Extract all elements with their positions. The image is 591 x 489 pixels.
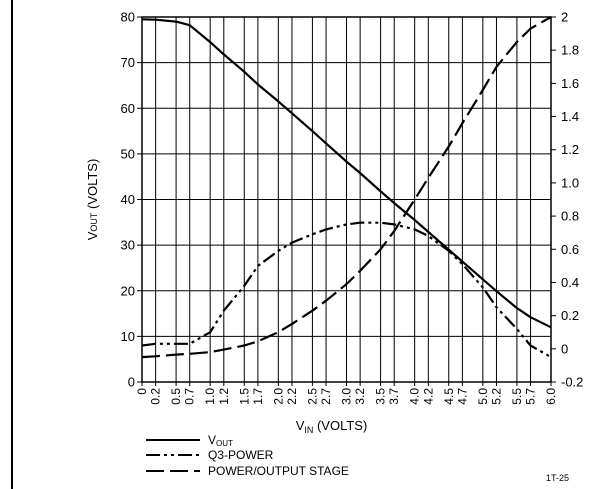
x-tick-label: 3.5 [374,388,388,405]
page-left-border [11,0,13,489]
x-tick-label: 0.7 [183,388,197,405]
x-axis-label-sub: IN [304,425,313,435]
x-tick-label: 2.7 [319,388,333,405]
y-tick-label: 0 [128,375,135,390]
x-axis-label: VIN (VOLTS) [296,418,368,435]
x-tick-label: 5.7 [524,388,538,405]
series-line-power-output-stage [141,16,552,359]
y2-tick-label: 2 [561,10,568,25]
x-tick-label: 3.2 [353,388,367,405]
y-tick-label: 20 [121,283,135,298]
axis-ticks: 0 0.2 0.5 0.7 1.0 1.2 1.5 1.7 2.0 2.2 2.5 2.7 3.0 3.2… [121,10,584,405]
y2-tick-label: 1.2 [561,142,579,157]
x-tick-label: 1.5 [237,388,251,405]
y2-tick-label: 1.6 [561,76,579,91]
series-line-q3-power [141,221,552,359]
x-tick-label: 5.0 [476,388,490,405]
y-tick-label: 40 [121,192,135,207]
x-tick-label: 2.5 [305,388,319,405]
series-lines [141,16,552,359]
x-tick-label: 5.2 [489,388,503,405]
legend-label-vout-main: V [208,433,216,447]
y-tick-label: 10 [121,329,135,344]
x-tick-label: 1.7 [251,388,265,405]
y2-tick-label: 0 [561,341,568,356]
x-tick-label: 1.0 [203,388,217,405]
x-axis-label-unit: (VOLTS) [313,418,367,433]
y-tick-label: 60 [121,101,135,116]
legend: VOUT Q3-POWER POWER/OUTPUT STAGE [146,433,349,478]
y-axis-label: VOUT (VOLTS) [85,159,100,241]
y-axis-label-main: V [85,231,100,240]
x-tick-label: 4.0 [408,388,422,405]
x-tick-label: 1.2 [217,388,231,405]
y2-tick-label: 0.6 [561,242,579,257]
series-line-vout [141,18,552,329]
x-tick-label: 4.5 [442,388,456,405]
y2-tick-label: 1.0 [561,175,579,190]
x-tick-label: 0.2 [149,388,163,405]
x-tick-label: 0.5 [169,388,183,405]
x-tick-label: 2.0 [271,388,285,405]
grid [141,16,552,383]
y-tick-label: 30 [121,238,135,253]
legend-label-vout: VOUT [208,433,233,448]
y-tick-label: 70 [121,55,135,70]
y2-tick-label: 0.2 [561,308,579,323]
figure-code: 1T-25 [546,473,569,483]
x-tick-label: 3.7 [387,388,401,405]
y-axis-label-unit: (VOLTS) [85,159,100,213]
y-axis-label-sub: OUT [89,212,99,232]
y2-tick-label: -0.2 [561,375,583,390]
x-tick-label: 6.0 [544,388,558,405]
legend-label-power-output-stage: POWER/OUTPUT STAGE [208,464,349,478]
x-tick-label: 3.0 [340,388,354,405]
legend-label-vout-sub: OUT [216,439,233,448]
legend-label-q3-power: Q3-POWER [208,448,274,462]
y2-tick-label: 1.8 [561,43,579,58]
y-tick-label: 80 [121,10,135,25]
x-tick-label: 4.7 [455,388,469,405]
y2-tick-label: 1.4 [561,109,579,124]
y2-tick-label: 0.8 [561,209,579,224]
x-axis-label-main: V [296,418,305,433]
x-tick-label: 5.5 [510,388,524,405]
x-tick-label: 4.2 [421,388,435,405]
y-tick-label: 50 [121,146,135,161]
y2-tick-label: 0.4 [561,275,579,290]
x-tick-label: 2.2 [285,388,299,405]
x-tick-label: 0 [135,388,149,395]
